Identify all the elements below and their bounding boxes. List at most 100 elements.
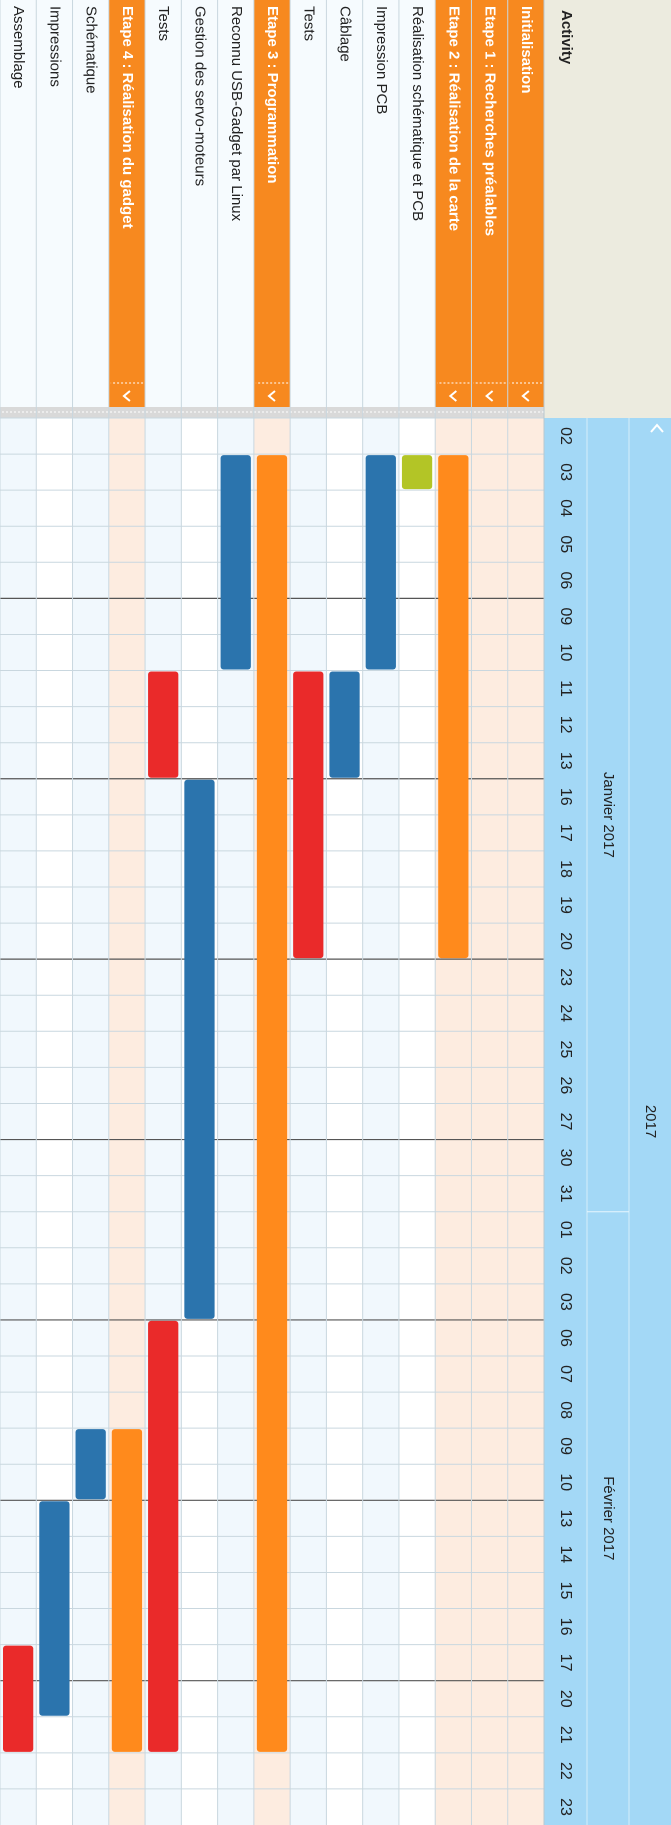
group-label: Etape 3 : Programmation: [264, 6, 281, 184]
label-bg: [290, 0, 327, 407]
day-label: 30: [557, 1149, 574, 1167]
task-label: Réalisation schématique et PCB: [409, 6, 426, 221]
collapse-toggle[interactable]: [521, 390, 530, 402]
day-label: 19: [557, 896, 574, 914]
task-bar: [148, 1320, 179, 1752]
day-label: 10: [557, 644, 574, 662]
group-row-bg: [507, 418, 544, 1825]
day-label: 13: [557, 1509, 574, 1527]
group-label: Etape 2 : Réalisation de la carte: [445, 6, 462, 231]
day-label: 22: [557, 1762, 574, 1780]
collapse-toggle[interactable]: [448, 390, 457, 402]
group-label: Etape 1 : Recherches préalables: [482, 6, 499, 236]
group-label-bg: [471, 0, 508, 407]
day-label: 04: [557, 499, 574, 517]
month-label: Janvier 2017: [600, 772, 617, 858]
task-label: Reconnu USB-Gadget par Linux: [228, 6, 245, 222]
day-label: 31: [557, 1185, 574, 1203]
task-bar: [2, 1645, 34, 1752]
day-label: 01: [557, 1221, 574, 1239]
row-bg: [398, 418, 436, 1825]
day-label: 27: [557, 1113, 574, 1131]
row-bg: [362, 418, 399, 1825]
group-label-bg: [108, 0, 146, 407]
timeline-header-bg: [544, 418, 671, 1825]
task-bar: [293, 671, 324, 959]
task-bar: [184, 779, 215, 1319]
month-label: Février 2017: [600, 1476, 617, 1560]
day-label: 02: [557, 427, 574, 445]
day-label: 17: [557, 824, 574, 842]
day-label: 20: [557, 932, 574, 950]
task-bar: [220, 455, 251, 670]
task-bar: [39, 1501, 70, 1716]
day-label: 12: [557, 716, 574, 734]
day-label: 13: [557, 752, 574, 770]
day-label: 18: [557, 860, 574, 878]
task-bar: [75, 1429, 106, 1500]
day-label: 11: [557, 680, 574, 697]
row-bg: [36, 418, 73, 1825]
task-label: Impression PCB: [373, 6, 390, 114]
task-bar: [329, 671, 360, 778]
task-label: Tests: [300, 6, 317, 41]
task-bar: [148, 671, 179, 778]
label-bg: [326, 0, 363, 407]
day-label: 03: [557, 1293, 574, 1311]
label-bg: [36, 0, 73, 407]
collapse-toggle[interactable]: [267, 390, 276, 402]
day-label: 06: [557, 1329, 574, 1347]
day-label: 20: [557, 1690, 574, 1708]
task-bar: [365, 455, 396, 670]
task-label: Assemblage: [10, 6, 27, 89]
day-label: 05: [557, 535, 574, 553]
task-bar: [256, 455, 288, 1752]
day-label: 24: [557, 1004, 574, 1022]
label-bg: [217, 0, 254, 407]
day-label: 08: [557, 1401, 574, 1419]
day-label: 21: [557, 1726, 574, 1744]
label-bg: [181, 0, 218, 407]
activity-header-bg: [544, 0, 671, 418]
row-bg: [290, 418, 327, 1825]
day-label: 23: [557, 1798, 574, 1816]
scroll-left-icon[interactable]: [650, 423, 664, 433]
group-label-bg: [435, 0, 472, 407]
collapse-toggle[interactable]: [122, 390, 131, 402]
task-label: Câblage: [337, 6, 354, 62]
task-label: Impressions: [46, 6, 63, 87]
day-label: 14: [557, 1546, 574, 1564]
day-label: 06: [557, 571, 574, 589]
day-label: 10: [557, 1473, 574, 1491]
day-label: 16: [557, 1618, 574, 1636]
task-label: Gestion des servo-moteurs: [191, 6, 208, 186]
label-bg: [398, 0, 436, 407]
task-bar: [438, 455, 469, 959]
label-bg: [362, 0, 399, 407]
task-bar: [401, 455, 433, 490]
year-label: 2017: [642, 1105, 659, 1138]
day-label: 25: [557, 1040, 574, 1058]
group-label: Initialisation: [518, 6, 535, 94]
day-label: 17: [557, 1654, 574, 1672]
task-bar: [111, 1429, 143, 1752]
group-label-bg: [507, 0, 544, 407]
day-label: 07: [557, 1365, 574, 1383]
task-label: Schématique: [83, 6, 100, 94]
label-bg: [0, 0, 37, 407]
row-bg: [217, 418, 254, 1825]
activity-header: Activity: [558, 10, 575, 65]
collapse-toggle[interactable]: [485, 390, 494, 402]
day-label: 02: [557, 1257, 574, 1275]
group-row-bg: [471, 418, 508, 1825]
day-label: 26: [557, 1077, 574, 1095]
task-label: Tests: [155, 6, 172, 41]
group-label: Etape 4 : Réalisation du gadget: [119, 6, 136, 229]
day-label: 09: [557, 1437, 574, 1455]
day-label: 23: [557, 968, 574, 986]
label-bg: [72, 0, 109, 407]
row-bg: [72, 418, 109, 1825]
